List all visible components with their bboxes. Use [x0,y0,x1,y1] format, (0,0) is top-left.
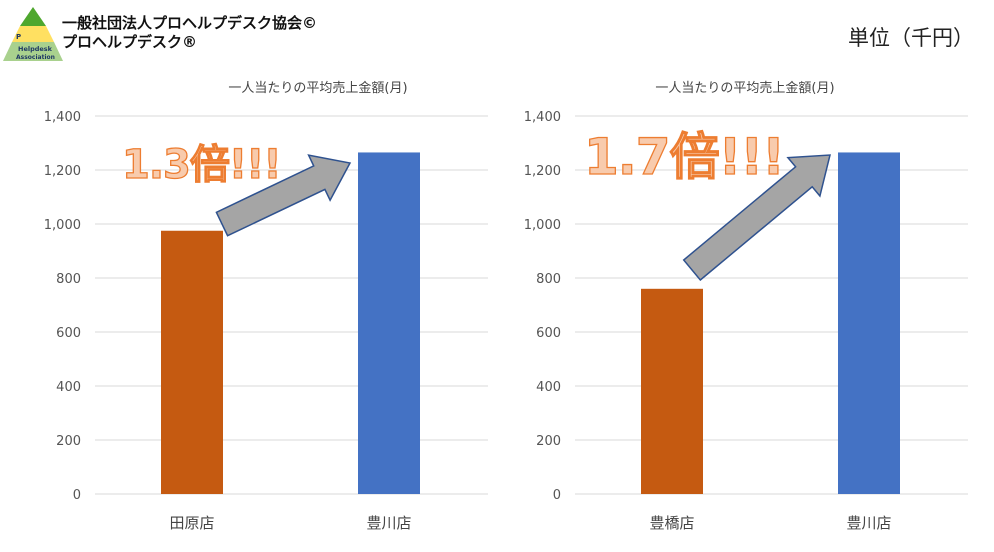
logo-band-bottom [3,42,63,61]
y-tick-label: 1,400 [44,110,81,125]
association-logo: P Helpdesk Association [2,6,64,62]
bar-2 [838,152,900,494]
chart-right-svg: 一人当たりの平均売上金額(月) 0 200 400 600 800 1,000 1,200 1,… [524,80,968,532]
logo-letter-p: P [16,33,21,41]
chart-left-svg: 一人当たりの平均売上金額(月) 0 200 400 600 800 1,000 1,200 1,… [44,80,488,532]
chart-title: 一人当たりの平均売上金額(月) [228,80,407,96]
y-tick-label: 600 [56,326,81,341]
logo-triangle-top [20,7,46,26]
y-tick-label: 800 [56,272,81,287]
bar-1 [161,230,223,494]
chart-left: 一人当たりの平均売上金額(月) 0 200 400 600 800 1,000 1,200 1,… [44,80,488,532]
x-category-label: 豊川店 [366,514,411,532]
y-tick-label: 200 [536,434,561,449]
ratio-callout: 1.3倍!!! [122,142,281,188]
y-tick-label: 1,000 [524,218,561,233]
x-category-label: 田原店 [169,514,214,532]
unit-label: 単位（千円） [848,26,974,50]
x-category-label: 豊橋店 [649,514,694,532]
y-tick-label: 600 [536,326,561,341]
growth-arrow [682,154,831,282]
y-tick-label: 0 [553,488,561,503]
y-tick-label: 400 [536,380,561,395]
organization-name-line1: 一般社団法人プロヘルプデスク協会© [62,14,318,32]
y-tick-label: 200 [56,434,81,449]
chart-title: 一人当たりの平均売上金額(月) [655,80,834,96]
y-tick-label: 400 [56,380,81,395]
y-tick-label: 1,400 [524,110,561,125]
y-tick-label: 1,200 [524,164,561,179]
y-tick-label: 0 [73,488,81,503]
organization-name: 一般社団法人プロヘルプデスク協会© プロヘルプデスク® [62,14,317,52]
organization-name-line2: プロヘルプデスク® [62,33,198,51]
bar-1 [641,288,703,494]
growth-arrow [215,154,352,237]
bar-2 [358,152,420,494]
x-category-label: 豊川店 [846,514,891,532]
chart-right: 一人当たりの平均売上金額(月) 0 200 400 600 800 1,000 1,200 1,… [480,0,977,552]
logo-band-middle [12,26,54,42]
ratio-callout: 1.7倍!!! [584,128,784,186]
y-tick-label: 800 [536,272,561,287]
y-tick-label: 1,200 [44,164,81,179]
logo-word-association: Association [16,54,55,61]
y-tick-label: 1,000 [44,218,81,233]
logo-word-helpdesk: Helpdesk [18,45,53,53]
